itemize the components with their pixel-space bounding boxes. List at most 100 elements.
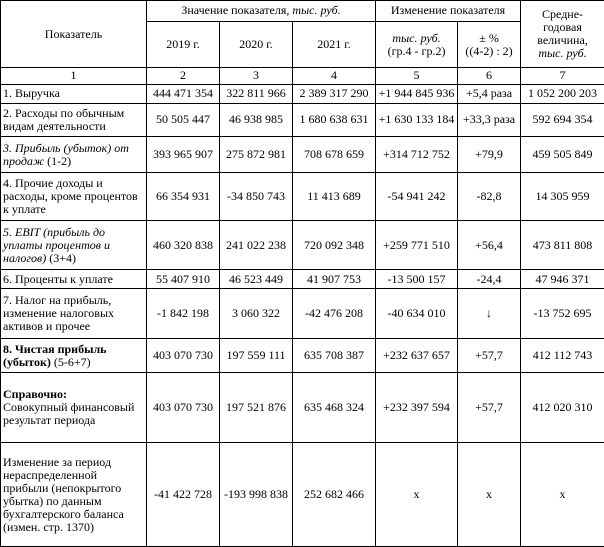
cell-2021: 635 468 324 [291,371,377,444]
cell-change-pct: ↓ [457,288,522,340]
table-row: Изменение за период нераспределенной при… [0,442,604,547]
column-numbers-row: 1 2 3 4 5 6 7 [0,67,604,85]
col-num: 1 [0,67,147,85]
row-label: 2. Расходы по обычным видам деятельности [0,102,147,138]
cell-2020: 3 060 322 [219,288,293,340]
cell-average: x [520,442,604,547]
row-label: Изменение за период нераспределенной при… [0,442,147,547]
cell-change-abs: +232 637 657 [375,338,459,373]
row-label: 8. Чистая прибыль (убыток) (5-6+7) [0,338,147,373]
row-label: 4. Прочие доходы и расходы, кроме процен… [0,171,147,222]
cell-2021: 635 708 387 [291,338,377,373]
row-label: Справочно: Совокупный финансовый результа… [0,371,147,444]
cell-average: 473 811 808 [520,220,604,271]
col-num: 3 [219,67,293,85]
cell-change-abs: -13 500 157 [375,269,459,290]
cell-change-pct: +79,9 [457,136,522,173]
cell-change-abs: +314 712 752 [375,136,459,173]
cell-change-abs: +259 771 510 [375,220,459,271]
col-num: 5 [375,67,459,85]
cell-2020: 46 938 985 [219,102,293,138]
cell-2019: 55 407 910 [146,269,220,290]
cell-change-abs: +232 397 594 [375,371,459,444]
cell-average: 47 946 371 [520,269,604,290]
cell-change-pct: +5,4 раза [457,83,522,104]
cell-average: 14 305 959 [520,171,604,222]
cell-2019: 444 471 354 [146,83,220,104]
cell-2020: 322 811 966 [219,83,293,104]
cell-change-pct: +33,3 раза [457,102,522,138]
cell-change-pct: x [457,442,522,547]
row-label: 7. Налог на прибыль, изменение налоговых… [0,288,147,340]
row-label: 1. Выручка [0,83,147,104]
cell-2019: 460 320 838 [146,220,220,271]
cell-2019: 403 070 730 [146,338,220,373]
table-row: 1. Выручка 444 471 354 322 811 966 2 389… [0,83,604,104]
cell-2021: 252 682 466 [291,442,377,547]
cell-change-abs: +1 944 845 936 [375,83,459,104]
cell-average: 459 505 849 [520,136,604,173]
cell-2019: -41 422 728 [146,442,220,547]
header-year-2020: 2020 г. [219,20,293,69]
cell-change-abs: +1 630 133 184 [375,102,459,138]
cell-average: 412 112 743 [520,338,604,373]
header-year-2019: 2019 г. [146,20,220,69]
cell-change-abs: x [375,442,459,547]
cell-change-abs: -54 941 242 [375,171,459,222]
row-label: 6. Проценты к уплате [0,269,147,290]
header-values-group: Значение показателя, тыс. руб. [145,0,377,22]
table-row: 5. EBIT (прибыль до уплаты процентов и н… [0,220,604,271]
cell-average: -13 752 695 [520,288,604,340]
cell-change-pct: -24,4 [457,269,522,290]
cell-2021: 2 389 317 290 [291,83,377,104]
cell-2020: -193 998 838 [219,442,293,547]
cell-average: 1 052 200 203 [520,83,604,104]
cell-change-pct: +57,7 [457,338,522,373]
table-row: 3. Прибыль (убыток) от продаж (1-2) 393 … [0,136,604,173]
cell-2019: 50 505 447 [146,102,220,138]
cell-2019: 393 965 907 [146,136,220,173]
cell-change-pct: -82,8 [457,171,522,222]
table-row: 2. Расходы по обычным видам деятельности… [0,102,604,138]
header-change-abs: тыс. руб. (гр.4 - гр.2) [375,20,459,69]
header-row-1: Показатель Значение показателя, тыс. руб… [0,0,604,69]
cell-2020: 275 872 981 [219,136,293,173]
cell-2019: 66 354 931 [146,171,220,222]
cell-change-pct: +57,7 [457,371,522,444]
cell-2021: 1 680 638 631 [291,102,377,138]
cell-2021: 720 092 348 [291,220,377,271]
table-row: Справочно: Совокупный финансовый результа… [0,371,604,444]
header-indicator: Показатель [0,0,147,69]
row-label: 3. Прибыль (убыток) от продаж (1-2) [0,136,147,173]
cell-2021: 11 413 689 [291,171,377,222]
row-label: 5. EBIT (прибыль до уплаты процентов и н… [0,220,147,271]
cell-change-abs: -40 634 010 [375,288,459,340]
col-num: 2 [146,67,220,85]
cell-2020: 197 559 111 [219,338,293,373]
header-change-pct: ± % ((4-2) : 2) [457,20,522,69]
cell-2020: -34 850 743 [219,171,293,222]
cell-2019: 403 070 730 [146,371,220,444]
cell-2020: 197 521 876 [219,371,293,444]
cell-2019: -1 842 198 [146,288,220,340]
col-num: 4 [291,67,377,85]
cell-average: 412 020 310 [520,371,604,444]
cell-2021: -42 476 208 [291,288,377,340]
cell-2020: 241 022 238 [219,220,293,271]
table-row: 4. Прочие доходы и расходы, кроме процен… [0,171,604,222]
header-change-group: Изменение показателя [375,0,522,22]
table-row: 8. Чистая прибыль (убыток) (5-6+7) 403 0… [0,338,604,373]
col-num: 6 [457,67,522,85]
table-row: 6. Проценты к уплате 55 407 910 46 523 4… [0,269,604,290]
cell-2020: 46 523 449 [219,269,293,290]
table-row: 7. Налог на прибыль, изменение налоговых… [0,288,604,340]
cell-2021: 708 678 659 [291,136,377,173]
col-num: 7 [520,67,604,85]
cell-2021: 41 907 753 [291,269,377,290]
header-year-2021: 2021 г. [291,20,377,69]
cell-change-pct: +56,4 [457,220,522,271]
cell-average: 592 694 354 [520,102,604,138]
header-row-2: 2019 г. 2020 г. 2021 г. тыс. руб. (гр.4 -… [1,20,604,69]
header-average: Средне- годовая величина, тыс. руб. [520,0,604,69]
